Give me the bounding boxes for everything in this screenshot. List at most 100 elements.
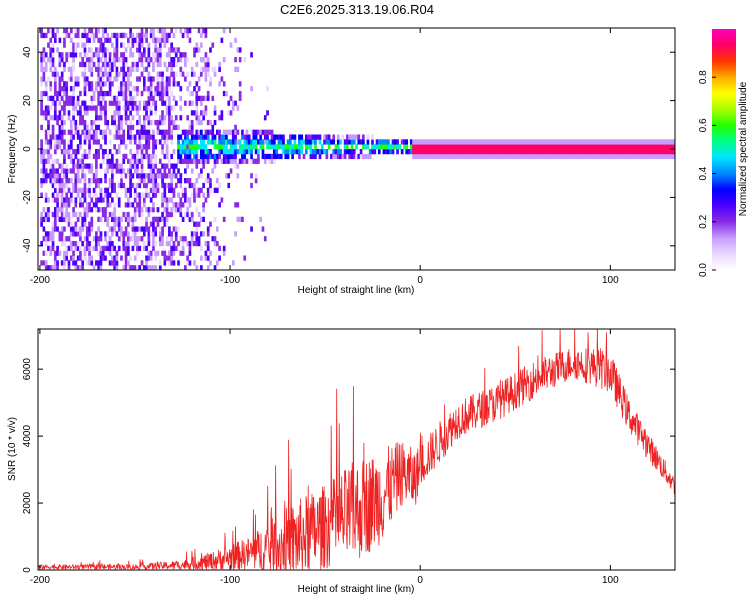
spectrogram-cell: [188, 240, 192, 247]
spectrogram-cell: [65, 178, 69, 184]
spectrogram-cell: [254, 144, 258, 150]
spectrogram-cell: [74, 231, 78, 237]
spectrogram-cell: [238, 90, 242, 97]
spectrogram-cell: [97, 197, 101, 203]
spectrogram-cell: [79, 187, 82, 193]
spectrogram-cell: [142, 66, 146, 72]
spectrogram-cell: [79, 52, 82, 58]
spectrogram-cell: [186, 144, 189, 150]
spectrogram-cell: [142, 47, 146, 53]
colorbar-tick-label: 0.8: [698, 70, 709, 84]
spectrogram-cell: [608, 149, 612, 155]
spectrogram-cell: [505, 153, 509, 160]
spectrogram-cell: [165, 134, 169, 140]
spectrogram-cell: [108, 226, 112, 232]
spectrogram-cell: [161, 163, 164, 169]
spectrogram-cell: [74, 42, 78, 48]
spectrogram-cell: [83, 61, 87, 68]
spectrogram-cell: [145, 207, 148, 213]
spectrogram-cell: [111, 240, 114, 247]
spectrogram-cell: [168, 95, 171, 101]
spectrogram-cell: [79, 178, 82, 184]
spectrogram-cell: [628, 149, 632, 155]
spectrogram-cell: [190, 192, 194, 198]
spectrogram-cell: [425, 139, 429, 145]
spectrogram-cell: [603, 149, 607, 155]
spectrogram-cell: [99, 197, 103, 203]
spectrogram-cell: [63, 158, 66, 164]
spectrogram-cell: [99, 76, 103, 82]
spectrogram-cell: [53, 100, 57, 106]
spectrogram-cell: [619, 153, 623, 160]
spectrogram-cell: [170, 245, 174, 252]
spectrogram-cell: [99, 66, 103, 72]
spectrogram-cell: [156, 187, 160, 193]
spectrogram-cell: [138, 134, 142, 140]
spectrogram-cell: [101, 95, 105, 101]
spectrogram-cell: [145, 192, 148, 198]
spectrogram-cell: [120, 231, 123, 237]
spectrogram-cell: [99, 216, 103, 222]
spectrogram-cell: [188, 245, 192, 252]
spectrogram-cell: [558, 149, 561, 155]
spectrogram-cell: [49, 81, 53, 87]
spectrogram-cell: [147, 105, 151, 111]
spectrogram-cell: [195, 47, 199, 53]
spectrogram-cell: [400, 139, 404, 145]
spectrogram-cell: [49, 163, 53, 169]
spectrogram-cell: [129, 110, 132, 116]
spectrogram-cell: [154, 52, 158, 58]
spectrogram-cell: [58, 139, 62, 145]
spectrogram-cell: [179, 52, 183, 58]
spectrogram-cell: [291, 144, 294, 150]
spectrogram-cell: [247, 134, 251, 140]
spectrogram-cell: [67, 66, 71, 72]
spectrogram-cell: [65, 255, 69, 261]
spectrogram-cell: [487, 139, 491, 145]
spectrogram-cell: [120, 66, 123, 72]
spectrogram-cell: [95, 105, 98, 111]
spectrogram-cell: [138, 265, 142, 270]
spectrogram-cell: [129, 134, 132, 140]
spectrogram-cell: [133, 37, 137, 43]
spectrogram-cell: [375, 139, 379, 145]
spectrogram-cell: [60, 71, 64, 77]
spectrogram-cell: [202, 144, 205, 150]
spectrogram-cell: [131, 158, 135, 164]
spectrogram-cell: [67, 139, 71, 145]
spectrogram-cell: [613, 139, 616, 145]
spectrogram-cell: [587, 149, 591, 155]
spectrogram-cell: [126, 81, 130, 87]
spectrogram-cell: [115, 216, 119, 222]
spectrogram-cell: [108, 260, 112, 266]
spectrogram-cell: [88, 86, 91, 92]
spectrogram-cell: [124, 216, 128, 222]
spectrogram-cell: [286, 139, 290, 145]
spectrogram-cell: [120, 255, 123, 261]
spectrogram-cell: [533, 153, 536, 160]
spectrogram-cell: [53, 265, 57, 270]
spectrogram-cell: [200, 168, 203, 174]
spectrogram-cell: [142, 76, 146, 82]
spectrogram-cell: [163, 168, 167, 174]
spectrogram-cell: [170, 47, 174, 53]
spectrogram-cell: [558, 144, 561, 150]
spectrogram-cell: [608, 144, 612, 150]
spectrogram-cell: [58, 192, 62, 198]
spectrogram-cell: [197, 173, 201, 179]
spectrogram-cell: [435, 153, 438, 160]
spectrogram-cell: [83, 105, 87, 111]
spectrogram-cell: [83, 100, 87, 106]
spectrogram-cell: [633, 153, 637, 160]
spectrogram-cell: [145, 86, 148, 92]
spectrogram-cell: [51, 163, 55, 169]
spectrogram-cell: [569, 153, 573, 160]
spectrogram-cell: [85, 236, 89, 242]
spectrogram-cell: [311, 149, 315, 155]
spectrogram-cell: [51, 168, 55, 174]
spectrogram-cell: [464, 149, 468, 155]
spectrogram-cell: [172, 57, 176, 63]
spectrogram-cell: [245, 139, 249, 145]
spectrogram-cell: [617, 144, 621, 150]
spectrogram-cell: [204, 149, 208, 155]
